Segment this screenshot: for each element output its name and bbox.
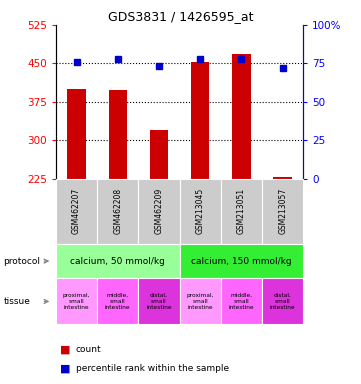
Bar [67,89,86,179]
Text: count: count [76,345,101,354]
Text: distal,
small
intestine: distal, small intestine [270,293,295,310]
Bar [191,62,209,179]
Text: ■: ■ [60,344,70,354]
Bar [232,54,251,179]
Text: GSM213045: GSM213045 [196,188,205,234]
Text: percentile rank within the sample: percentile rank within the sample [76,364,229,373]
Bar [109,90,127,179]
Text: GSM462209: GSM462209 [155,188,164,234]
Text: proximal,
small
intestine: proximal, small intestine [63,293,90,310]
Bar [273,177,292,179]
Text: GSM462208: GSM462208 [113,188,122,234]
Text: tissue: tissue [4,297,30,306]
Text: GDS3831 / 1426595_at: GDS3831 / 1426595_at [108,10,253,23]
Text: GSM213057: GSM213057 [278,188,287,234]
Bar [150,130,168,179]
Text: calcium, 150 mmol/kg: calcium, 150 mmol/kg [191,257,292,266]
Text: GSM213051: GSM213051 [237,188,246,234]
Text: middle,
small
intestine: middle, small intestine [105,293,131,310]
Text: protocol: protocol [4,257,40,266]
Text: GSM462207: GSM462207 [72,188,81,234]
Text: middle,
small
intestine: middle, small intestine [229,293,254,310]
Text: calcium, 50 mmol/kg: calcium, 50 mmol/kg [70,257,165,266]
Text: proximal,
small
intestine: proximal, small intestine [186,293,214,310]
Text: ■: ■ [60,364,70,374]
Text: distal,
small
intestine: distal, small intestine [146,293,172,310]
